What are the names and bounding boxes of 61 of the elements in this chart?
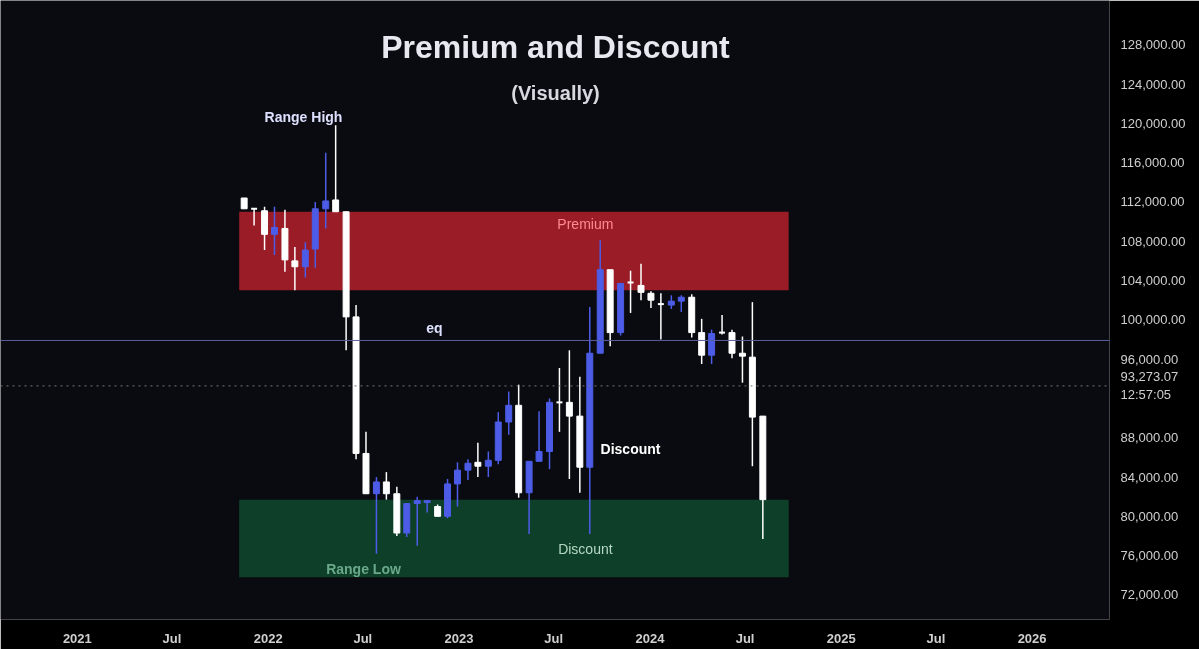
candlestick (322, 152, 330, 230)
y-tick-label: 104,000.00 (1120, 273, 1186, 289)
y-tick-label: 80,000.00 (1120, 508, 1179, 524)
candlestick (301, 241, 309, 279)
candlestick (738, 335, 746, 384)
candlestick (505, 390, 513, 436)
y-tick-label: 128,000.00 (1120, 37, 1186, 53)
x-tick-label: 2024 (635, 630, 666, 646)
y-tick-label: 76,000.00 (1120, 548, 1179, 564)
candlestick (637, 263, 645, 301)
candlestick (464, 458, 472, 481)
x-tick-label: Jul (926, 630, 946, 646)
candlestick (728, 328, 736, 359)
candlestick (656, 292, 665, 341)
candlestick (454, 461, 461, 508)
annotation: Discount (600, 440, 661, 457)
text: Premium and Discount (381, 28, 731, 65)
candlestick (261, 206, 269, 251)
x-tick-label: 2023 (444, 630, 474, 646)
candlestick (413, 495, 421, 547)
y-tick-label: 124,000.00 (1120, 76, 1186, 92)
candlestick (250, 207, 259, 227)
y-tick-label: 108,000.00 (1120, 233, 1186, 249)
candlestick (372, 476, 380, 555)
x-tick-label: 2026 (1017, 630, 1047, 646)
annotation: Range High (264, 108, 343, 125)
annotation: Range Low (326, 560, 401, 577)
band-label: Discount (558, 541, 613, 558)
candlestick (698, 318, 706, 365)
x-tick-label: Jul (353, 630, 373, 646)
candlestick (423, 499, 431, 514)
text: (Visually) (511, 81, 600, 104)
y-tick-label: 88,000.00 (1120, 430, 1179, 446)
candlestick (565, 349, 573, 480)
candlestick (626, 269, 635, 314)
x-tick-label: Jul (544, 630, 564, 646)
candlestick (555, 367, 564, 433)
candlestick (271, 206, 278, 256)
candlestick (718, 314, 727, 336)
y-tick-label: 112,000.00 (1120, 194, 1185, 210)
y-tick-label: 116,000.00 (1120, 155, 1185, 171)
y-tick-label: 100,000.00 (1120, 312, 1186, 328)
candlestick (535, 410, 543, 463)
candlestick (332, 124, 340, 213)
ref-line-label: eq (426, 320, 443, 337)
y-tick-label: 84,000.00 (1120, 469, 1179, 485)
x-tick-label: Jul (735, 630, 755, 646)
y-tick-label: 120,000.00 (1120, 115, 1186, 131)
band-label: Premium (557, 215, 614, 232)
x-tick-label: 2021 (62, 630, 92, 646)
candlestick (474, 441, 482, 478)
candlestick (708, 328, 716, 365)
y-tick-label: 96,000.00 (1120, 351, 1179, 367)
y-tick-label: 72,000.00 (1120, 587, 1179, 603)
candlestick (484, 450, 492, 478)
candlestick (291, 246, 299, 292)
x-tick-label: 2022 (253, 630, 283, 646)
candlestick (382, 471, 390, 501)
x-tick-label: Jul (162, 630, 182, 646)
x-tick-label: 2025 (826, 630, 856, 646)
ref-line-label: 93,273.07 12:57:05 (1120, 369, 1179, 403)
